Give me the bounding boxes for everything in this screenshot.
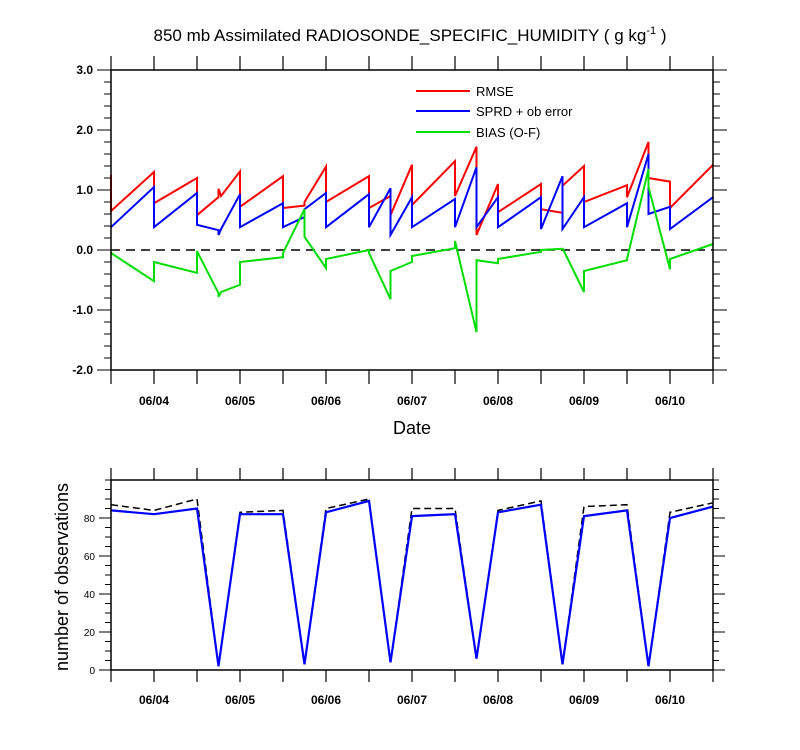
obs-line-possible xyxy=(110,498,714,667)
bottom-x-tick-label: 06/05 xyxy=(225,693,255,707)
top-y-tick-label: 0.0 xyxy=(76,243,93,257)
top-x-tick-label: 06/06 xyxy=(311,394,341,408)
bottom-y-tick-label: 20 xyxy=(84,628,96,639)
obs-line-assimilated xyxy=(110,499,714,667)
top-axis-labels: 3.0 2.0 1.0 0.0 -1.0 -2.0 06/04 06/05 06/06 06/07… xyxy=(72,63,685,408)
top-axis-ticks xyxy=(97,56,727,384)
top-y-tick-label: -1.0 xyxy=(72,303,93,317)
top-y-tick-label: -2.0 xyxy=(72,363,93,377)
bottom-plot-frame xyxy=(110,479,714,671)
top-y-tick-label: 2.0 xyxy=(76,123,93,137)
y-axis-label-observations: number of observations xyxy=(52,483,72,671)
bottom-axis-ticks xyxy=(99,468,725,682)
bottom-plot-series xyxy=(110,498,714,667)
top-plot-series xyxy=(110,141,714,333)
x-axis-label: Date xyxy=(393,418,431,438)
title-main: 850 mb Assimilated RADIOSONDE_SPECIFIC_H… xyxy=(154,26,647,45)
bottom-x-tick-label: 06/04 xyxy=(139,693,169,707)
top-x-tick-label: 06/05 xyxy=(225,394,255,408)
chart-title: 850 mb Assimilated RADIOSONDE_SPECIFIC_H… xyxy=(154,25,667,45)
top-x-tick-label: 06/09 xyxy=(569,394,599,408)
series-line-rmse xyxy=(110,141,714,236)
bottom-y-tick-label: 0 xyxy=(89,666,95,677)
top-x-tick-label: 06/08 xyxy=(483,394,513,408)
bottom-x-tick-label: 06/07 xyxy=(397,693,427,707)
bottom-x-tick-label: 06/06 xyxy=(311,693,341,707)
bottom-x-tick-label: 06/09 xyxy=(569,693,599,707)
top-x-tick-label: 06/04 xyxy=(139,394,169,408)
top-x-tick-label: 06/10 xyxy=(655,394,685,408)
bottom-y-tick-label: 60 xyxy=(84,552,96,563)
top-plot-frame xyxy=(110,69,714,371)
bottom-y-tick-label: 80 xyxy=(84,514,96,525)
legend: RMSE SPRD + ob error BIAS (O-F) xyxy=(416,84,573,140)
top-y-tick-label: 3.0 xyxy=(76,63,93,77)
legend-label-bias: BIAS (O-F) xyxy=(476,125,540,140)
top-x-tick-label: 06/07 xyxy=(397,394,427,408)
bottom-axis-labels: 0 20 40 60 80 06/04 06/05 06/06 06/07 06/08 06/09 0… xyxy=(84,514,685,707)
top-y-tick-label: 1.0 xyxy=(76,183,93,197)
title-superscript: -1 xyxy=(646,25,656,37)
series-line-bias xyxy=(110,168,714,333)
legend-label-sprd: SPRD + ob error xyxy=(476,104,573,119)
bottom-x-tick-label: 06/10 xyxy=(655,693,685,707)
series-line-sprd xyxy=(110,153,714,239)
bottom-x-tick-label: 06/08 xyxy=(483,693,513,707)
legend-label-rmse: RMSE xyxy=(476,84,514,99)
title-end: ) xyxy=(656,26,666,45)
bottom-y-tick-label: 40 xyxy=(84,590,96,601)
